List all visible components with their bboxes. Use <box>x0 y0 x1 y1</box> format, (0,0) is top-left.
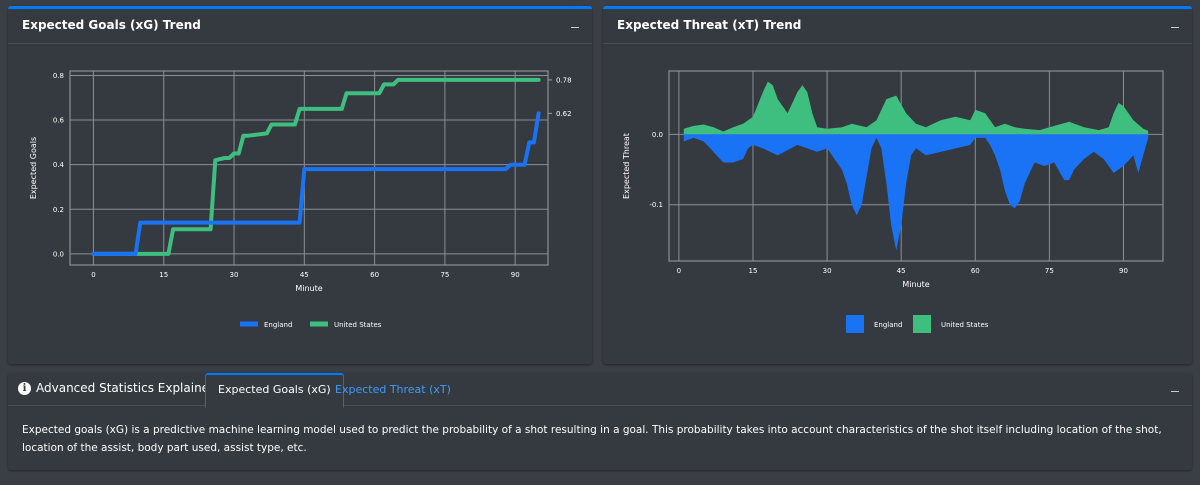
y-axis-label: Expected Goals <box>29 137 38 199</box>
info-circle-icon: i <box>18 381 31 395</box>
x-axis-label: Minute <box>902 280 929 289</box>
stats-explained-label: Advanced Statistics Explained <box>36 381 217 395</box>
xt-chart: 0 15 30 45 60 75 90 0.0 -0.1 Minute Expected Threa… <box>622 70 1164 333</box>
x-tick-label: 15 <box>749 267 758 275</box>
legend-label: United States <box>941 321 989 329</box>
y-tick-label: 0.6 <box>53 117 65 125</box>
xg-card-header: Expected Goals (xG) Trend <box>8 9 592 44</box>
x-tick-label: 90 <box>1119 267 1128 275</box>
end-value-label: 0.78 <box>556 76 572 84</box>
x-tick-label: 45 <box>897 267 906 275</box>
y-tick-label: 0.4 <box>53 161 65 169</box>
x-tick-label: 60 <box>971 267 980 275</box>
x-tick-label: 0 <box>677 267 681 275</box>
x-tick-label: 15 <box>159 271 168 279</box>
legend-swatch <box>846 315 864 333</box>
tabs-bar: i Advanced Statistics Explained Expected… <box>8 373 1192 408</box>
legend-swatch <box>913 315 931 333</box>
legend-label: England <box>874 321 902 329</box>
xt-card-title: Expected Threat (xT) Trend <box>617 18 802 32</box>
x-tick-label: 30 <box>823 267 832 275</box>
legend-label: England <box>264 321 292 329</box>
xt-card-header: Expected Threat (xT) Trend <box>603 9 1192 44</box>
series-area-united-states <box>683 81 1149 135</box>
x-tick-label: 30 <box>230 271 239 279</box>
y-tick-label: 0.0 <box>652 131 663 139</box>
x-tick-label: 90 <box>511 271 520 279</box>
x-tick-label: 45 <box>300 271 309 279</box>
xg-trend-card: Expected Goals (xG) Trend 0 15 30 45 60 75 90 0… <box>8 6 592 364</box>
tab-expected-goals[interactable]: Expected Goals (xG) <box>205 373 344 408</box>
stats-explained-card: i Advanced Statistics Explained Expected… <box>8 373 1192 470</box>
y-tick-label: 0.0 <box>53 250 64 258</box>
y-tick-label: 0.2 <box>53 206 64 214</box>
x-tick-label: 0 <box>91 271 95 279</box>
x-tick-label: 60 <box>370 271 379 279</box>
plot-frame <box>69 70 549 266</box>
y-axis-label: Expected Threat <box>622 133 631 199</box>
y-tick-label: 0.8 <box>53 72 64 80</box>
xt-trend-card: Expected Threat (xT) Trend 0 15 30 45 60 75 90… <box>603 6 1192 364</box>
series-area-england <box>683 134 1149 251</box>
minus-icon[interactable] <box>568 17 582 31</box>
tab-expected-threat[interactable]: Expected Threat (xT) <box>335 383 451 396</box>
x-axis-label: Minute <box>295 284 322 293</box>
minus-icon[interactable] <box>1168 381 1182 395</box>
x-tick-label: 75 <box>1045 267 1054 275</box>
series-line-united-states <box>91 77 541 256</box>
tab-content-text: Expected goals (xG) is a predictive mach… <box>22 424 1162 454</box>
xg-card-title: Expected Goals (xG) Trend <box>22 18 201 32</box>
minus-icon[interactable] <box>1168 17 1182 31</box>
series-line-england <box>91 111 541 256</box>
x-tick-label: 75 <box>440 271 449 279</box>
xg-chart: 0 15 30 45 60 75 90 0.0 0.2 0.4 0.6 0.8 Minute Expect… <box>29 70 572 329</box>
end-value-label: 0.62 <box>556 110 572 118</box>
stats-explained-title: i Advanced Statistics Explained <box>18 381 217 395</box>
plot-frame <box>668 70 1164 262</box>
y-tick-label: -0.1 <box>649 201 663 209</box>
legend-label: United States <box>334 321 382 329</box>
